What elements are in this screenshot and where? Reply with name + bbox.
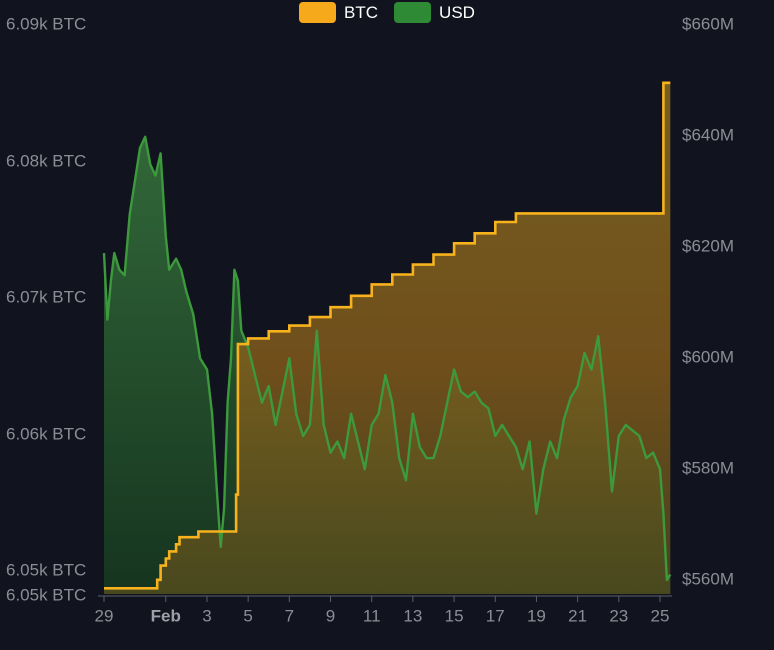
left-tick-label: 6.07k BTC xyxy=(6,287,86,306)
btc-line xyxy=(104,81,671,590)
right-tick-label: $600M xyxy=(682,347,734,366)
line-layer xyxy=(102,81,672,590)
legend-item-usd[interactable]: USD xyxy=(394,2,475,23)
x-tick-label: 25 xyxy=(651,606,670,625)
legend-swatch-btc xyxy=(299,2,337,23)
x-axis: 29 Feb 3 5 7 9 11 13 15 17 19 21 23 25 xyxy=(95,595,672,625)
x-tick-label: 17 xyxy=(486,606,505,625)
right-tick-label: $580M xyxy=(682,458,734,477)
x-tick-label: 9 xyxy=(326,606,335,625)
legend-label-btc: BTC xyxy=(344,2,379,22)
legend-label-usd: USD xyxy=(439,2,475,22)
x-tick-label: 11 xyxy=(363,606,381,625)
left-axis: 6.09k BTC 6.08k BTC 6.07k BTC 6.06k BTC 6.05… xyxy=(6,14,86,604)
left-tick-label: 6.05k BTC xyxy=(6,560,86,579)
legend-item-btc[interactable]: BTC xyxy=(299,2,378,23)
left-tick-label: 6.05k BTC xyxy=(6,585,86,604)
right-tick-label: $620M xyxy=(682,236,734,255)
left-tick-label: 6.09k BTC xyxy=(6,14,86,33)
x-tick-label: 5 xyxy=(243,606,252,625)
right-axis: $660M $640M $620M $600M $580M $560M xyxy=(682,14,734,588)
x-tick-label: 15 xyxy=(445,606,464,625)
x-tick-label: 7 xyxy=(285,606,294,625)
area-layer xyxy=(104,82,671,595)
right-tick-label: $640M xyxy=(682,125,734,144)
x-tick-label: 13 xyxy=(403,606,422,625)
btc-area xyxy=(104,82,671,595)
left-tick-label: 6.08k BTC xyxy=(6,151,86,170)
right-tick-label: $660M xyxy=(682,14,734,33)
legend-swatch-usd xyxy=(394,2,432,23)
x-tick-label: 29 xyxy=(95,606,114,625)
x-tick-label: 23 xyxy=(609,606,628,625)
x-tick-label: 19 xyxy=(527,606,546,625)
x-tick-label: 21 xyxy=(568,606,587,625)
x-tick-label: Feb xyxy=(151,606,181,625)
left-tick-label: 6.06k BTC xyxy=(6,424,86,443)
usd-line xyxy=(102,135,672,582)
right-tick-label: $560M xyxy=(682,569,734,588)
x-tick-label: 3 xyxy=(202,606,211,625)
legend: BTC USD xyxy=(0,2,774,23)
